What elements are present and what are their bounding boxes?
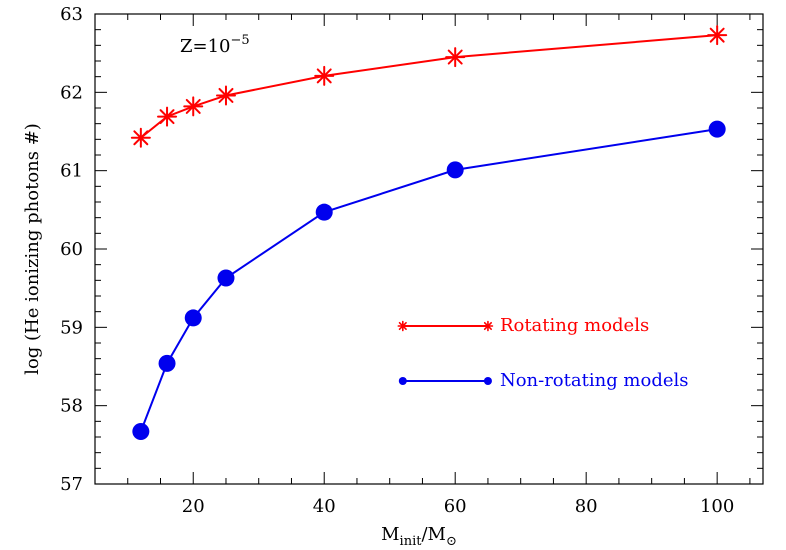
legend: Rotating models Non-rotating models (397, 315, 689, 391)
y-tick-label: 60 (60, 239, 83, 260)
data-point (157, 106, 178, 127)
data-point (130, 127, 151, 148)
y-tick-label: 62 (60, 82, 83, 103)
metallicity-annotation-base: Z=10 (180, 36, 231, 57)
data-point (445, 47, 466, 68)
legend-label: Non-rotating models (500, 370, 689, 391)
data-point (215, 85, 236, 106)
legend-marker (482, 320, 494, 332)
legend-marker (397, 320, 409, 332)
series-layer (130, 25, 728, 441)
series-non-rotating (132, 120, 726, 441)
metallicity-annotation: Z=10−5 (180, 33, 250, 57)
y-tick-labels: 57 58 59 60 61 62 63 (60, 4, 83, 495)
metallicity-annotation-exp: −5 (231, 33, 250, 48)
x-tick-labels: 20 40 60 80 100 (182, 496, 735, 517)
data-point (315, 203, 333, 221)
data-point (184, 309, 202, 327)
y-tick-label: 57 (60, 474, 83, 495)
legend-marker (398, 377, 407, 385)
data-point (158, 354, 176, 372)
x-axis-label-sub2: ⊙ (446, 534, 457, 549)
x-tick-label: 40 (313, 496, 336, 517)
legend-marker (483, 377, 492, 385)
data-point (132, 423, 150, 441)
x-axis-label-sub1: init (400, 534, 423, 549)
plot-frame (94, 13, 764, 485)
axis-ticks (95, 13, 763, 485)
x-tick-label: 80 (575, 496, 598, 517)
legend-label: Rotating models (500, 315, 649, 336)
x-axis-label-main: M (381, 524, 399, 545)
series-rotating (130, 25, 728, 148)
data-point (446, 161, 464, 179)
legend-item-rotating: Rotating models (397, 315, 649, 336)
x-axis-label: Minit/M⊙ (381, 524, 457, 549)
x-tick-label: 20 (182, 496, 205, 517)
y-tick-label: 61 (60, 161, 83, 182)
y-axis-label: log (He ionizing photons #) (22, 123, 43, 375)
y-tick-label: 59 (60, 317, 83, 338)
x-axis-label-sep: /M (421, 524, 446, 545)
data-point (708, 120, 726, 138)
x-tick-label: 100 (700, 496, 734, 517)
data-point (217, 269, 235, 287)
legend-item-non-rotating: Non-rotating models (398, 370, 689, 391)
y-tick-label: 58 (60, 396, 83, 417)
data-point (183, 96, 204, 117)
data-point (707, 25, 728, 46)
x-tick-label: 60 (444, 496, 467, 517)
data-point (314, 65, 335, 86)
y-tick-label: 63 (60, 4, 83, 25)
